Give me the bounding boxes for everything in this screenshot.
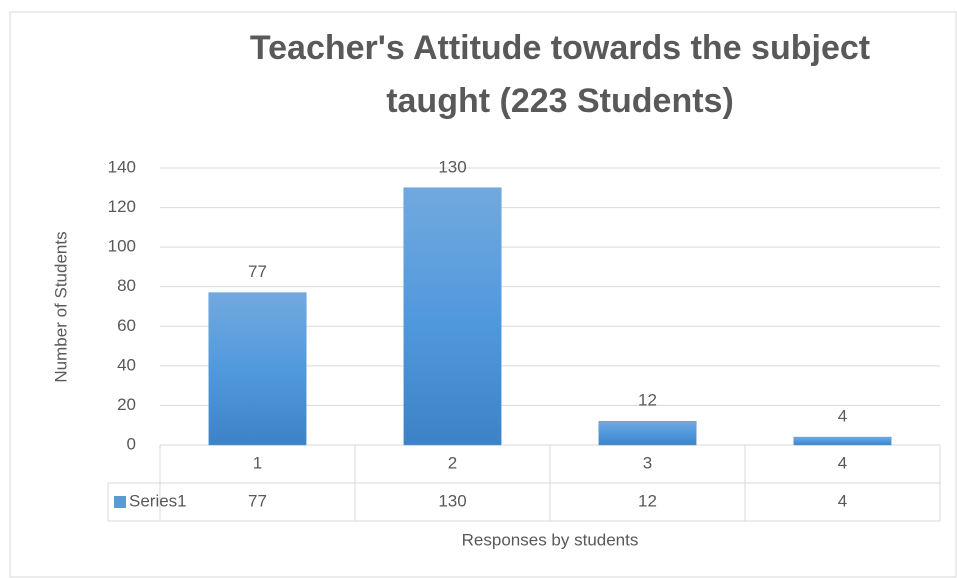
y-tick-label: 100 [108, 237, 136, 256]
bar [598, 421, 697, 446]
data-label: 12 [638, 391, 657, 410]
chart-title: Teacher's Attitude towards the subject [250, 29, 870, 67]
data-label: 130 [438, 157, 466, 176]
table-value: 130 [438, 491, 466, 510]
bar [793, 436, 892, 446]
table-value: 4 [838, 491, 847, 510]
data-label: 77 [248, 262, 267, 281]
bar [208, 292, 307, 446]
y-tick-label: 20 [117, 395, 136, 414]
x-axis-label: Responses by students [462, 530, 639, 549]
table-value: 77 [248, 491, 267, 510]
data-label: 4 [838, 407, 847, 426]
chart-title: taught (223 Students) [386, 82, 734, 120]
x-tick-label: 4 [838, 453, 847, 472]
y-tick-label: 140 [108, 157, 136, 176]
bar [403, 187, 502, 446]
y-axis-label: Number of Students [51, 231, 70, 382]
x-tick-label: 3 [643, 453, 652, 472]
y-tick-label: 80 [117, 276, 136, 295]
table-value: 12 [638, 491, 657, 510]
y-tick-label: 120 [108, 197, 136, 216]
legend-swatch [114, 496, 126, 508]
legend-label: Series1 [129, 491, 187, 510]
x-tick-label: 2 [448, 453, 457, 472]
y-tick-label: 60 [117, 316, 136, 335]
y-tick-label: 0 [127, 434, 136, 453]
x-tick-label: 1 [253, 453, 262, 472]
y-tick-label: 40 [117, 355, 136, 374]
